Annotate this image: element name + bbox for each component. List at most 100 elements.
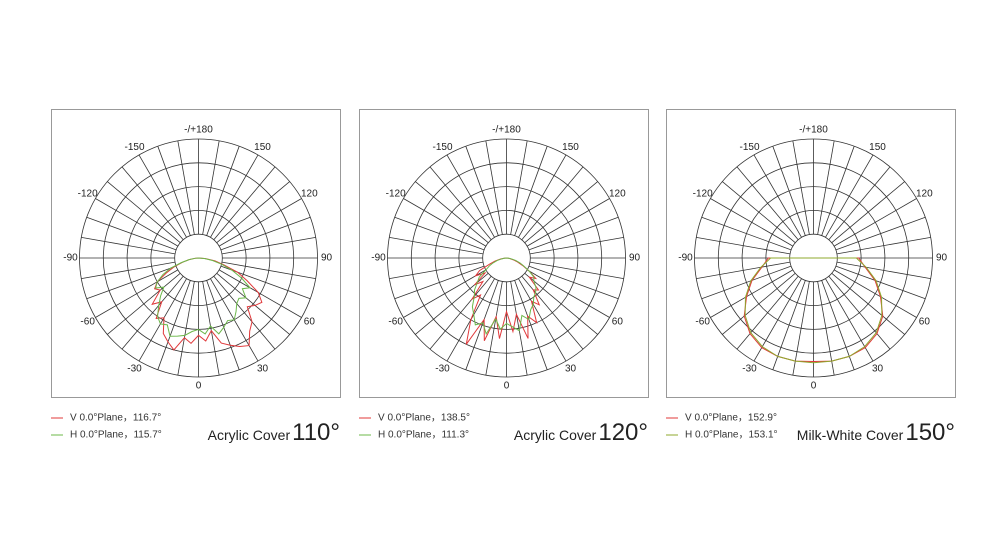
angle-tick-label: -150 bbox=[739, 142, 759, 153]
spoke bbox=[817, 140, 835, 235]
spoke bbox=[833, 269, 917, 318]
spoke bbox=[213, 275, 276, 350]
angle-tick-label: 0 bbox=[196, 381, 202, 392]
spoke bbox=[210, 154, 259, 238]
angle-tick-label: -60 bbox=[80, 317, 95, 328]
angle-tick-label: -90 bbox=[678, 253, 693, 264]
legend-label: V 0.0°Plane，152.9° bbox=[685, 413, 777, 424]
spoke bbox=[701, 265, 792, 300]
spoke bbox=[485, 140, 503, 235]
spoke bbox=[221, 236, 316, 255]
spoke bbox=[696, 236, 791, 255]
beam-angle: 120° bbox=[598, 419, 648, 446]
angle-tick-label: 30 bbox=[565, 363, 577, 374]
spoke bbox=[95, 269, 179, 318]
angle-tick-label: 120 bbox=[609, 189, 626, 200]
angle-tick-label: -30 bbox=[127, 363, 142, 374]
spoke bbox=[521, 275, 584, 350]
spoke bbox=[529, 261, 624, 280]
spoke bbox=[107, 272, 181, 335]
spoke bbox=[828, 275, 891, 350]
spoke bbox=[206, 146, 240, 236]
legend-label: H 0.0°Plane，115.7° bbox=[70, 430, 162, 441]
angle-tick-label: 60 bbox=[304, 317, 316, 328]
spoke bbox=[216, 181, 290, 244]
spoke bbox=[529, 236, 624, 255]
spoke bbox=[415, 181, 489, 244]
spoke bbox=[792, 140, 810, 235]
spoke bbox=[389, 236, 484, 255]
spoke bbox=[95, 198, 179, 247]
legend-label: V 0.0°Plane，116.7° bbox=[70, 413, 161, 424]
spoke bbox=[389, 261, 484, 280]
angle-tick-label: -150 bbox=[432, 142, 452, 153]
panel-frame bbox=[666, 109, 956, 398]
spoke bbox=[831, 181, 905, 244]
angle-tick-label: 0 bbox=[504, 381, 510, 392]
spoke bbox=[202, 140, 220, 235]
spoke bbox=[403, 269, 487, 318]
spoke bbox=[138, 278, 187, 362]
spoke bbox=[429, 166, 492, 241]
legend-label: V 0.0°Plane，138.5° bbox=[378, 413, 470, 424]
spoke bbox=[429, 275, 492, 350]
angle-tick-label: -120 bbox=[386, 189, 406, 200]
angle-tick-label: 0 bbox=[811, 381, 817, 392]
angle-tick-label: 150 bbox=[254, 142, 271, 153]
panel-frame bbox=[51, 109, 341, 398]
spoke bbox=[524, 272, 598, 335]
spoke bbox=[710, 198, 794, 247]
spoke bbox=[157, 280, 191, 370]
spoke bbox=[710, 269, 794, 318]
spoke bbox=[216, 272, 290, 335]
angle-tick-label: -60 bbox=[388, 317, 403, 328]
spoke bbox=[526, 198, 610, 247]
spoke bbox=[825, 154, 874, 238]
caption: Acrylic Cover120° bbox=[514, 419, 648, 446]
spoke bbox=[107, 181, 181, 244]
angle-tick-label: 90 bbox=[321, 253, 333, 264]
angle-tick-label: -90 bbox=[371, 253, 386, 264]
intensity-curve bbox=[151, 257, 263, 351]
spoke bbox=[202, 281, 220, 376]
spoke bbox=[206, 280, 240, 370]
spoke bbox=[736, 275, 799, 350]
spoke bbox=[394, 265, 485, 300]
spoke bbox=[86, 216, 177, 251]
spoke bbox=[828, 166, 891, 241]
spoke bbox=[831, 272, 905, 335]
angle-tick-label: -30 bbox=[742, 363, 757, 374]
spoke bbox=[736, 166, 799, 241]
spoke bbox=[485, 281, 503, 376]
spoke bbox=[446, 154, 495, 238]
spoke bbox=[792, 281, 810, 376]
spoke bbox=[218, 198, 302, 247]
spoke bbox=[213, 166, 276, 241]
panel-frame bbox=[359, 109, 649, 398]
spoke bbox=[218, 269, 302, 318]
cover-name: Acrylic Cover bbox=[514, 427, 597, 443]
angle-tick-label: -/+180 bbox=[492, 125, 521, 136]
spoke bbox=[138, 154, 187, 238]
beam-angle: 150° bbox=[905, 419, 955, 446]
polar-panel: -/+180 -150 -120 -90 -60 -30 0 30 60 90 120 150 V 0.… bbox=[666, 109, 956, 446]
spoke bbox=[817, 281, 835, 376]
spoke bbox=[835, 265, 926, 300]
spoke bbox=[696, 261, 791, 280]
angle-tick-label: -150 bbox=[124, 142, 144, 153]
spoke bbox=[121, 166, 184, 241]
angle-tick-label: -/+180 bbox=[184, 125, 213, 136]
angle-tick-label: 120 bbox=[916, 189, 933, 200]
angle-tick-label: 60 bbox=[612, 317, 624, 328]
spoke bbox=[121, 275, 184, 350]
angle-tick-label: -/+180 bbox=[799, 125, 828, 136]
spoke bbox=[514, 280, 548, 370]
angle-tick-label: 120 bbox=[301, 189, 318, 200]
spoke bbox=[836, 236, 931, 255]
spoke bbox=[81, 236, 176, 255]
spoke bbox=[833, 198, 917, 247]
spoke bbox=[81, 261, 176, 280]
spoke bbox=[701, 216, 792, 251]
angle-tick-label: 90 bbox=[629, 253, 641, 264]
spoke bbox=[220, 216, 311, 251]
